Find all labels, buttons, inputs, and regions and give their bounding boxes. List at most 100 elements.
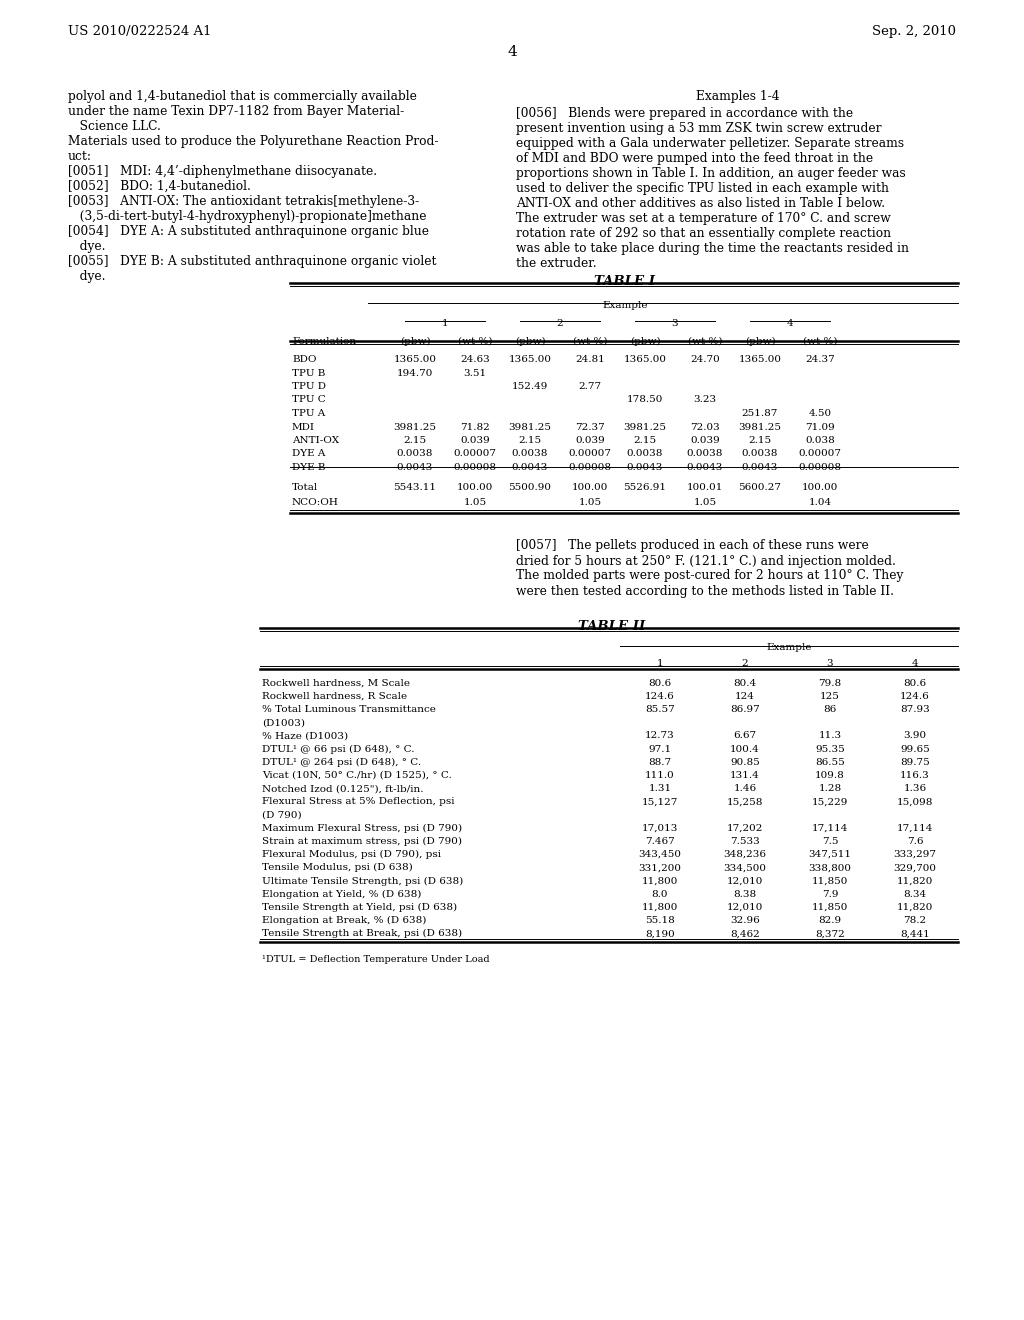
Text: 347,511: 347,511: [809, 850, 852, 859]
Text: 194.70: 194.70: [397, 368, 433, 378]
Text: under the name Texin DP7-1182 from Bayer Material-: under the name Texin DP7-1182 from Bayer…: [68, 106, 404, 117]
Text: 5500.90: 5500.90: [509, 483, 552, 491]
Text: 3.23: 3.23: [693, 396, 717, 404]
Text: 2.15: 2.15: [403, 436, 427, 445]
Text: 89.75: 89.75: [900, 758, 930, 767]
Text: 3: 3: [672, 319, 678, 327]
Text: 1.05: 1.05: [579, 498, 601, 507]
Text: Flexural Stress at 5% Deflection, psi: Flexural Stress at 5% Deflection, psi: [262, 797, 455, 807]
Text: 1.28: 1.28: [818, 784, 842, 793]
Text: 124: 124: [735, 692, 755, 701]
Text: (wt %): (wt %): [458, 337, 493, 346]
Text: 15,098: 15,098: [897, 797, 933, 807]
Text: TPU A: TPU A: [292, 409, 326, 418]
Text: 131.4: 131.4: [730, 771, 760, 780]
Text: 178.50: 178.50: [627, 396, 664, 404]
Text: 152.49: 152.49: [512, 381, 548, 391]
Text: 1.36: 1.36: [903, 784, 927, 793]
Text: 109.8: 109.8: [815, 771, 845, 780]
Text: proportions shown in Table I. In addition, an auger feeder was: proportions shown in Table I. In additio…: [516, 168, 906, 180]
Text: 5600.27: 5600.27: [738, 483, 781, 491]
Text: Elongation at Yield, % (D 638): Elongation at Yield, % (D 638): [262, 890, 421, 899]
Text: 86: 86: [823, 705, 837, 714]
Text: 0.00007: 0.00007: [568, 450, 611, 458]
Text: 1365.00: 1365.00: [509, 355, 552, 364]
Text: 2.15: 2.15: [634, 436, 656, 445]
Text: 348,236: 348,236: [724, 850, 767, 859]
Text: 1.04: 1.04: [808, 498, 831, 507]
Text: 55.18: 55.18: [645, 916, 675, 925]
Text: Strain at maximum stress, psi (D 790): Strain at maximum stress, psi (D 790): [262, 837, 462, 846]
Text: 334,500: 334,500: [724, 863, 767, 873]
Text: 15,258: 15,258: [727, 797, 763, 807]
Text: 24.63: 24.63: [460, 355, 489, 364]
Text: 1365.00: 1365.00: [393, 355, 436, 364]
Text: 24.81: 24.81: [575, 355, 605, 364]
Text: 0.00008: 0.00008: [799, 463, 842, 473]
Text: 0.00008: 0.00008: [454, 463, 497, 473]
Text: % Total Luminous Transmittance: % Total Luminous Transmittance: [262, 705, 436, 714]
Text: 8,372: 8,372: [815, 929, 845, 939]
Text: 0.039: 0.039: [690, 436, 720, 445]
Text: Sep. 2, 2010: Sep. 2, 2010: [872, 25, 956, 38]
Text: TABLE II: TABLE II: [579, 619, 645, 632]
Text: equipped with a Gala underwater pelletizer. Separate streams: equipped with a Gala underwater pelletiz…: [516, 137, 904, 150]
Text: 0.0043: 0.0043: [627, 463, 664, 473]
Text: 95.35: 95.35: [815, 744, 845, 754]
Text: 1.31: 1.31: [648, 784, 672, 793]
Text: Notched Izod (0.125"), ft-lb/in.: Notched Izod (0.125"), ft-lb/in.: [262, 784, 424, 793]
Text: 5526.91: 5526.91: [624, 483, 667, 491]
Text: 86.97: 86.97: [730, 705, 760, 714]
Text: (D1003): (D1003): [262, 718, 305, 727]
Text: 11,850: 11,850: [812, 903, 848, 912]
Text: 329,700: 329,700: [894, 863, 937, 873]
Text: 7.9: 7.9: [821, 890, 839, 899]
Text: BDO: BDO: [292, 355, 316, 364]
Text: 7.533: 7.533: [730, 837, 760, 846]
Text: ¹DTUL = Deflection Temperature Under Load: ¹DTUL = Deflection Temperature Under Loa…: [262, 954, 489, 964]
Text: US 2010/0222524 A1: US 2010/0222524 A1: [68, 25, 212, 38]
Text: 100.00: 100.00: [571, 483, 608, 491]
Text: 116.3: 116.3: [900, 771, 930, 780]
Text: 124.6: 124.6: [645, 692, 675, 701]
Text: dye.: dye.: [68, 271, 105, 282]
Text: (pbw): (pbw): [399, 337, 430, 346]
Text: 17,202: 17,202: [727, 824, 763, 833]
Text: 111.0: 111.0: [645, 771, 675, 780]
Text: 3: 3: [826, 660, 834, 668]
Text: [0051]   MDI: 4,4’-diphenylmethane diisocyanate.: [0051] MDI: 4,4’-diphenylmethane diisocy…: [68, 165, 377, 178]
Text: 0.00007: 0.00007: [799, 450, 842, 458]
Text: 3981.25: 3981.25: [624, 422, 667, 432]
Text: 11,800: 11,800: [642, 876, 678, 886]
Text: 0.0043: 0.0043: [512, 463, 548, 473]
Text: 15,127: 15,127: [642, 797, 678, 807]
Text: 7.5: 7.5: [821, 837, 839, 846]
Text: polyol and 1,4-butanediol that is commercially available: polyol and 1,4-butanediol that is commer…: [68, 90, 417, 103]
Text: was able to take place during the time the reactants resided in: was able to take place during the time t…: [516, 242, 909, 255]
Text: 3.51: 3.51: [464, 368, 486, 378]
Text: 2.15: 2.15: [749, 436, 771, 445]
Text: Example: Example: [766, 644, 812, 652]
Text: used to deliver the specific TPU listed in each example with: used to deliver the specific TPU listed …: [516, 182, 889, 195]
Text: MDI: MDI: [292, 422, 315, 432]
Text: Flexural Modulus, psi (D 790), psi: Flexural Modulus, psi (D 790), psi: [262, 850, 441, 859]
Text: (pbw): (pbw): [515, 337, 546, 346]
Text: 100.01: 100.01: [687, 483, 723, 491]
Text: Tensile Strength at Break, psi (D 638): Tensile Strength at Break, psi (D 638): [262, 929, 462, 939]
Text: 0.0038: 0.0038: [687, 450, 723, 458]
Text: 0.0038: 0.0038: [397, 450, 433, 458]
Text: 5543.11: 5543.11: [393, 483, 436, 491]
Text: 1365.00: 1365.00: [624, 355, 667, 364]
Text: 2: 2: [557, 319, 563, 327]
Text: 71.09: 71.09: [805, 422, 835, 432]
Text: 8,441: 8,441: [900, 929, 930, 939]
Text: 0.0038: 0.0038: [512, 450, 548, 458]
Text: 2: 2: [741, 660, 749, 668]
Text: Vicat (10N, 50° C./hr) (D 1525), ° C.: Vicat (10N, 50° C./hr) (D 1525), ° C.: [262, 771, 452, 780]
Text: Elongation at Break, % (D 638): Elongation at Break, % (D 638): [262, 916, 426, 925]
Text: 0.038: 0.038: [805, 436, 835, 445]
Text: (3,5-di-tert-butyl-4-hydroxyphenyl)-propionate]methane: (3,5-di-tert-butyl-4-hydroxyphenyl)-prop…: [68, 210, 427, 223]
Text: (pbw): (pbw): [630, 337, 660, 346]
Text: 12,010: 12,010: [727, 903, 763, 912]
Text: (wt %): (wt %): [803, 337, 838, 346]
